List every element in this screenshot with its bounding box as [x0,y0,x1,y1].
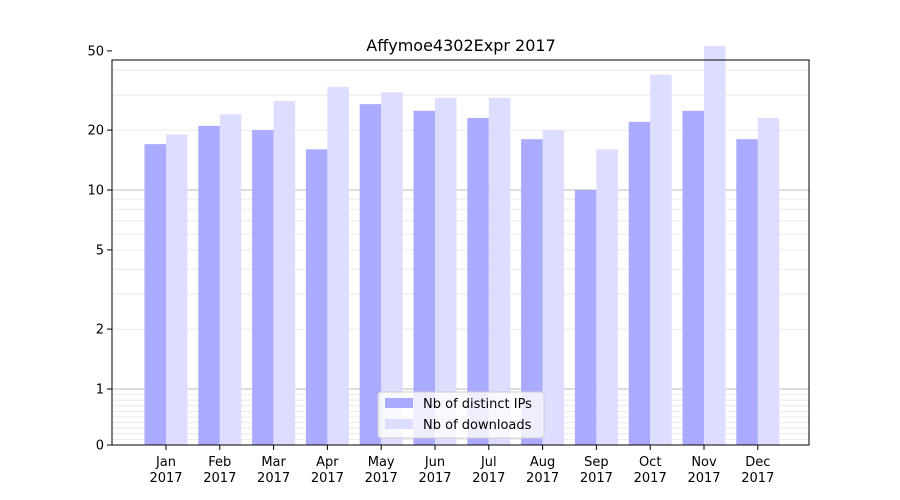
legend-label-downloads: Nb of downloads [423,418,532,433]
y-tick-label: 0 [96,439,104,454]
x-tick-label: Sep 2017 [580,455,613,486]
bar-downloads [327,86,349,445]
bar-distinct-ips [305,149,328,445]
bar-downloads [542,130,565,445]
y-tick-label: 5 [96,243,104,258]
bar-downloads [650,74,672,446]
bar-distinct-ips [198,125,220,445]
bar-downloads [757,118,780,445]
bar-downloads [219,114,242,446]
x-tick-label: Mar 2017 [257,455,290,486]
bar-distinct-ips [682,110,704,445]
x-tick-label: Apr 2017 [311,455,344,486]
y-tick-label: 1 [96,383,104,398]
bar-downloads [273,101,296,445]
bar-downloads [381,92,403,445]
legend-label-distinct-ips: Nb of distinct IPs [423,397,532,412]
y-tick-label: 10 [87,184,104,199]
x-tick-label: Feb 2017 [203,455,236,486]
chart-title: Affymoe4302Expr 2017 [366,36,556,55]
legend-swatch-distinct-ips [385,398,413,408]
x-tick-label: Jul 2017 [472,455,505,486]
x-tick-label: Jun 2017 [418,455,451,486]
y-axis: 0125102050100 [87,44,112,454]
legend-swatch-downloads [385,419,413,429]
bar-downloads [596,149,618,445]
bar-distinct-ips [521,139,543,445]
x-tick-label: Dec 2017 [741,455,774,486]
bar-distinct-ips [736,139,758,445]
x-tick-label: Oct 2017 [634,455,667,486]
bar-downloads [435,97,457,446]
bar-distinct-ips [144,144,166,445]
bar-distinct-ips [252,130,274,445]
x-axis: Jan 2017 Feb 2017 Mar 2017 Apr 2017 May 2017 Jun 20… [149,445,774,486]
bar-downloads [166,134,188,446]
x-tick-label: May 2017 [365,455,398,486]
legend: Nb of distinct IPs Nb of downloads [377,391,545,439]
x-tick-label: Aug 2017 [526,455,559,486]
legend-box [377,391,545,439]
x-tick-label: Jan 2017 [149,455,182,486]
y-tick-label: 50 [87,44,104,59]
x-tick-label: Nov 2017 [687,455,720,486]
bar-distinct-ips [628,121,651,446]
y-tick-label: 2 [96,323,104,338]
bars [144,45,780,446]
bar-distinct-ips [574,190,597,445]
plot-frame [111,59,810,446]
y-tick-label: 20 [87,124,104,139]
bar-distinct-ips [467,118,489,445]
bar-downloads [488,97,511,446]
bar-downloads [704,45,726,445]
bar-distinct-ips [359,104,382,446]
bar-distinct-ips [413,110,435,445]
